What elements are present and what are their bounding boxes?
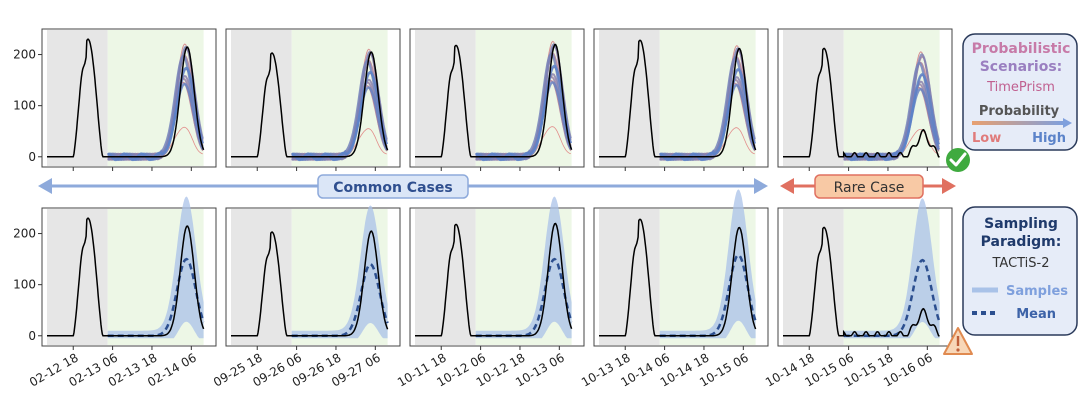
probability-arrow-icon [1063, 118, 1072, 128]
scenario-line [291, 86, 388, 162]
legend-bottom-title-1: Sampling [984, 216, 1058, 232]
observed-line [47, 38, 205, 158]
context-region [415, 209, 476, 345]
context-region [231, 209, 292, 345]
context-region [599, 30, 660, 166]
observed-line [599, 39, 757, 158]
common-cases-arrow: Common Cases [38, 174, 768, 199]
panel-p2-row-0 [225, 28, 401, 171]
legend-top-title-1: Probabilistic [972, 41, 1071, 57]
legend-bottom-mean: Mean [1016, 307, 1056, 322]
samples-band [291, 205, 388, 339]
legend-top-title-2: Scenarios: [980, 59, 1063, 75]
y-tick-label: 200 [13, 227, 36, 241]
observed-line [783, 226, 940, 337]
scenario-line [475, 64, 573, 162]
samples-band [107, 196, 204, 339]
rare-case-label: Rare Case [834, 180, 905, 196]
y-tick-label: 0 [28, 329, 36, 343]
legend-top-low: Low [972, 131, 1001, 146]
legend-bottom-title-2: Paradigm: [981, 234, 1062, 250]
scenario-line [291, 71, 389, 162]
legend-bottom-method: TACTiS-2 [991, 256, 1049, 271]
panel-p4-row-0 [593, 28, 769, 171]
warning-triangle-icon [943, 327, 973, 355]
observed-line [231, 230, 389, 337]
panel-p3-row-0 [409, 28, 585, 171]
scenario-line [659, 83, 756, 162]
observed-line [415, 222, 573, 337]
y-tick-label: 100 [13, 278, 36, 292]
panel-p1-row-0: 0 100 200 [13, 28, 217, 171]
legend-bottom: Sampling Paradigm: TACTiS-2 Samples Mean [962, 206, 1078, 336]
y-tick-label: 100 [13, 99, 36, 113]
check-badge-icon [946, 148, 970, 172]
scenario-line [843, 87, 940, 162]
legend-top-prob-label: Probability [979, 104, 1060, 119]
scenario-line [107, 82, 204, 162]
probability-gradient-bar [972, 121, 1064, 125]
samples-band [475, 196, 572, 339]
context-region [47, 30, 108, 166]
forecast-region [475, 30, 572, 166]
y-tick-label: 0 [28, 150, 36, 164]
rare-case-badge [814, 174, 924, 199]
rare-case-arrow: Rare Case [780, 174, 956, 199]
legend-top-high: High [1032, 131, 1066, 146]
context-region [415, 30, 476, 166]
legend-top: Probabilistic Scenarios: TimePrism Proba… [962, 33, 1078, 151]
context-region [783, 30, 844, 166]
legend-top-method: TimePrism [986, 80, 1055, 95]
samples-band [843, 198, 940, 339]
observed-line [599, 218, 757, 337]
context-region [599, 209, 660, 345]
y-tick-label: 200 [13, 48, 36, 62]
scenario-line [475, 81, 572, 162]
common-cases-label: Common Cases [333, 180, 452, 196]
legend-bottom-samples: Samples [1006, 284, 1068, 299]
context-region [47, 209, 108, 345]
observed-line [231, 51, 389, 158]
context-region [783, 209, 844, 345]
observed-line [783, 47, 940, 158]
panel-p5-row-0 [777, 28, 953, 171]
observed-line [415, 43, 573, 158]
common-cases-badge [317, 174, 469, 199]
context-region [231, 30, 292, 166]
scenario-line [659, 68, 757, 162]
observed-line [47, 217, 205, 337]
samples-band [659, 189, 756, 339]
scenario-line [107, 66, 205, 162]
